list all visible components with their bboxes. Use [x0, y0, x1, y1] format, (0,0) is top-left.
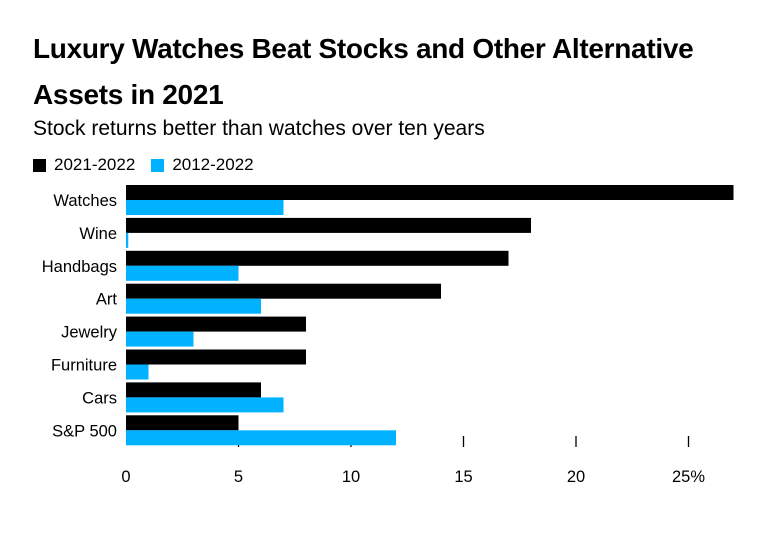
x-tick-label-0: 0	[121, 468, 130, 486]
category-label-sandp-500: S&P 500	[52, 422, 117, 440]
category-label-handbags: Handbags	[42, 258, 117, 276]
legend-swatch-decade	[151, 158, 165, 172]
x-tick-label-4: 20	[567, 468, 585, 486]
category-label-furniture: Furniture	[51, 357, 117, 375]
category-label-jewelry: Jewelry	[61, 324, 118, 342]
bar-handbags-2021-2022	[126, 250, 509, 266]
bar-cars-2021-2022	[126, 382, 261, 398]
bar-sandp-500-2012-2022	[126, 430, 396, 446]
legend-item-recent: 2021-2022	[33, 155, 135, 175]
x-tick-label-3: 15	[454, 468, 472, 486]
bar-cars-2012-2022	[126, 397, 284, 413]
legend-label-decade: 2012-2022	[172, 155, 254, 174]
category-label-cars: Cars	[82, 389, 117, 407]
bar-furniture-2012-2022	[126, 364, 149, 380]
legend-swatch-recent	[33, 158, 46, 172]
category-label-wine: Wine	[79, 225, 117, 243]
chart-legend: 2021-2022 2012-2022	[33, 155, 270, 175]
x-tick-label-2: 10	[342, 468, 360, 486]
category-label-art: Art	[96, 291, 118, 309]
bar-art-2012-2022	[126, 298, 261, 314]
bar-furniture-2021-2022	[126, 349, 306, 365]
bar-handbags-2012-2022	[126, 265, 239, 281]
x-tick-label-1: 5	[234, 468, 243, 486]
bar-wine-2012-2022	[126, 232, 129, 248]
x-tick-label-5: 25%	[672, 468, 705, 486]
legend-item-decade: 2012-2022	[151, 155, 254, 175]
category-label-watches: Watches	[53, 192, 117, 210]
legend-label-recent: 2021-2022	[54, 155, 136, 174]
bar-wine-2021-2022	[126, 217, 531, 233]
chart-subtitle: Stock returns better than watches over t…	[33, 117, 485, 140]
chart-title: Luxury Watches Beat Stocks and Other Alt…	[33, 33, 694, 110]
bar-watches-2021-2022	[126, 185, 734, 200]
bar-watches-2012-2022	[126, 200, 284, 215]
bar-art-2021-2022	[126, 283, 441, 299]
bar-jewelry-2021-2022	[126, 316, 306, 332]
bar-sandp-500-2021-2022	[126, 415, 239, 431]
bar-jewelry-2012-2022	[126, 331, 194, 347]
